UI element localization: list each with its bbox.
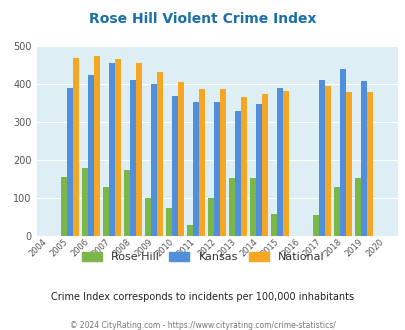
- Bar: [157, 72, 162, 236]
- Bar: [73, 58, 79, 236]
- Bar: [339, 69, 345, 236]
- Bar: [193, 102, 198, 236]
- Bar: [345, 92, 351, 236]
- Bar: [318, 81, 324, 236]
- Bar: [282, 91, 288, 236]
- Bar: [67, 88, 73, 236]
- Bar: [234, 111, 241, 236]
- Bar: [271, 214, 277, 236]
- Bar: [88, 75, 94, 236]
- Bar: [82, 168, 88, 236]
- Bar: [198, 89, 205, 236]
- Text: Crime Index corresponds to incidents per 100,000 inhabitants: Crime Index corresponds to incidents per…: [51, 292, 354, 302]
- Bar: [360, 81, 366, 236]
- Bar: [103, 187, 109, 236]
- Bar: [220, 89, 226, 236]
- Bar: [109, 63, 115, 236]
- Bar: [151, 84, 157, 236]
- Bar: [145, 198, 151, 236]
- Bar: [354, 178, 360, 236]
- Bar: [115, 59, 121, 236]
- Bar: [61, 177, 67, 236]
- Bar: [250, 178, 256, 236]
- Bar: [208, 198, 214, 236]
- Legend: Rose Hill, Kansas, National: Rose Hill, Kansas, National: [77, 248, 328, 267]
- Bar: [256, 104, 262, 236]
- Bar: [136, 63, 142, 236]
- Text: Rose Hill Violent Crime Index: Rose Hill Violent Crime Index: [89, 12, 316, 25]
- Bar: [172, 96, 178, 236]
- Bar: [130, 80, 136, 236]
- Text: © 2024 CityRating.com - https://www.cityrating.com/crime-statistics/: © 2024 CityRating.com - https://www.city…: [70, 321, 335, 330]
- Bar: [241, 97, 246, 236]
- Bar: [214, 102, 220, 236]
- Bar: [324, 86, 330, 236]
- Bar: [334, 187, 339, 236]
- Bar: [277, 87, 282, 236]
- Bar: [366, 92, 372, 236]
- Bar: [262, 94, 267, 236]
- Bar: [94, 56, 100, 236]
- Bar: [229, 178, 234, 236]
- Bar: [124, 170, 130, 236]
- Bar: [187, 225, 193, 236]
- Bar: [166, 208, 172, 236]
- Bar: [313, 215, 318, 236]
- Bar: [178, 82, 183, 236]
